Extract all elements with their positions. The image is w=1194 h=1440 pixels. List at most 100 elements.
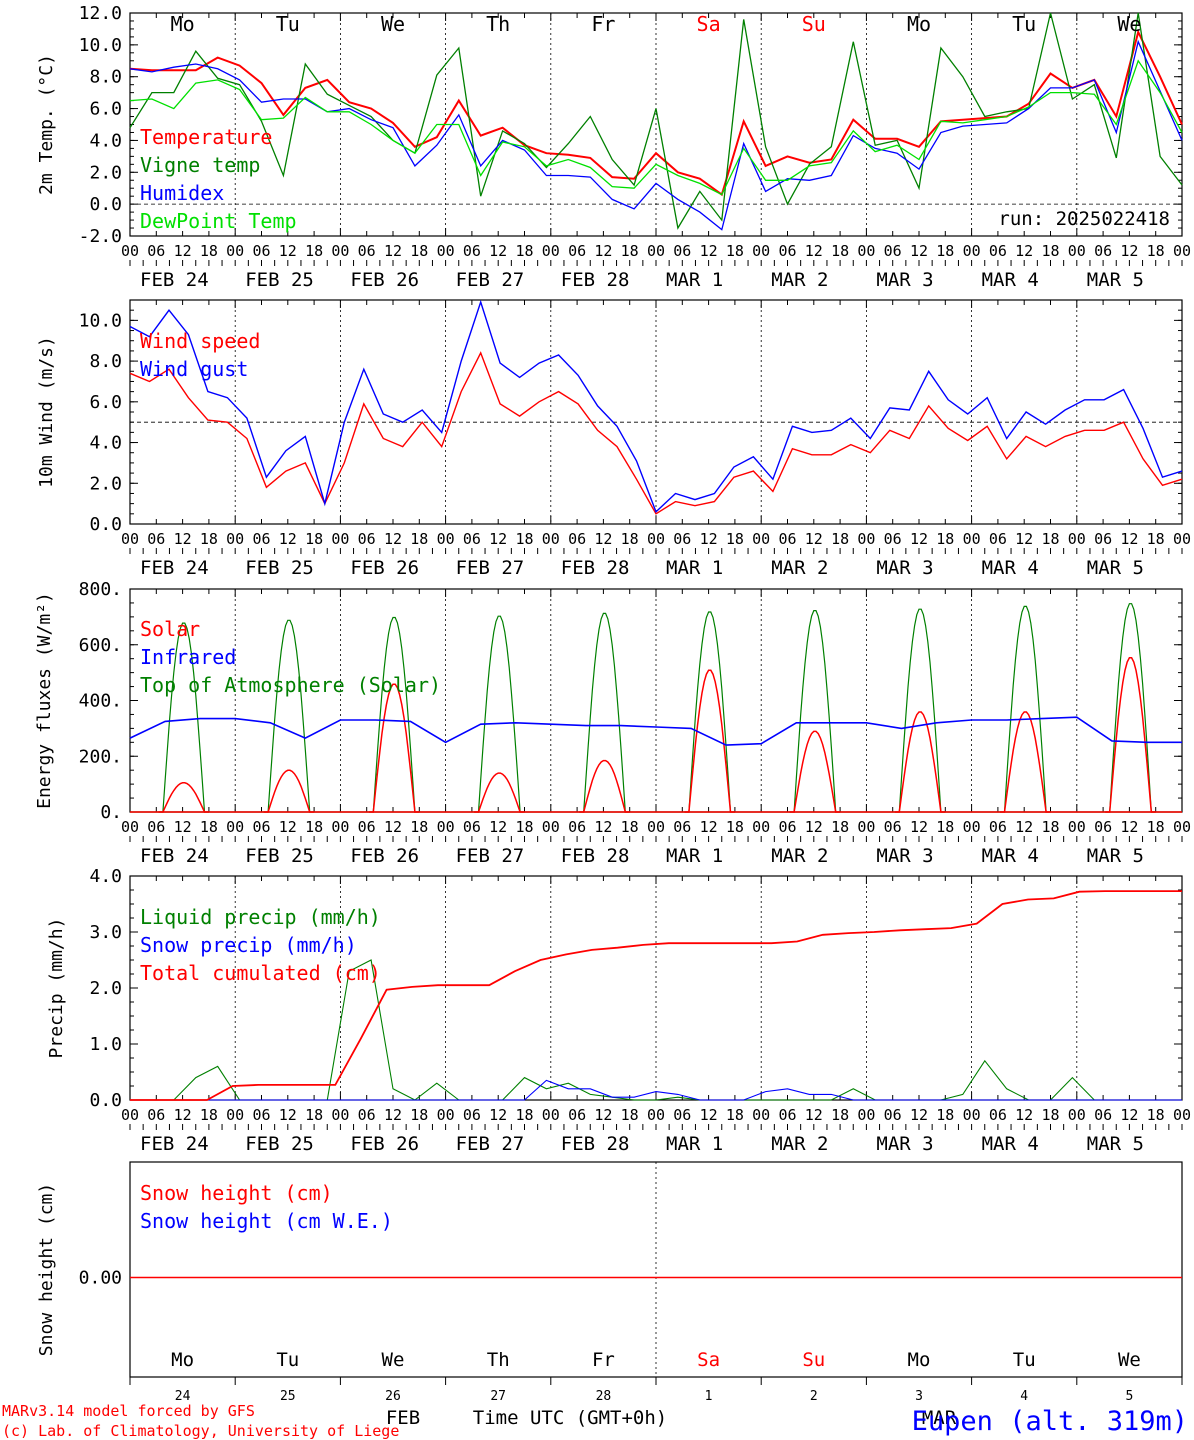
date-label: FEB 28 <box>561 557 630 579</box>
legend-red: Temperature <box>140 125 272 149</box>
series-toa <box>368 616 420 813</box>
x-hour-label: 12 <box>384 1106 402 1124</box>
x-hour-label: 18 <box>410 818 428 836</box>
legend-green: Liquid precip (mm/h) <box>140 905 381 929</box>
series-solar <box>1105 657 1156 813</box>
x-hour-label: 06 <box>568 818 586 836</box>
series-toa <box>474 615 525 813</box>
series-toa <box>579 612 630 813</box>
x-hour-label: 12 <box>805 242 823 260</box>
date-label: FEB 26 <box>350 1133 419 1155</box>
x-hour-label: 06 <box>147 818 165 836</box>
x-hour-label: 18 <box>200 242 218 260</box>
series-solar <box>684 669 735 813</box>
x-hour-label: 00 <box>437 530 455 548</box>
legend-blue: Snow height (cm W.E.) <box>140 1209 393 1233</box>
x-hour-label: 00 <box>857 818 875 836</box>
date-label: MAR 3 <box>876 557 933 579</box>
x-hour-label: 12 <box>489 530 507 548</box>
y-axis-label: 2m Temp. (°C) <box>36 54 57 195</box>
x-hour-label: 00 <box>121 1106 139 1124</box>
x-hour-label: 18 <box>200 530 218 548</box>
x-hour-label: 12 <box>910 1106 928 1124</box>
x-hour-label: 12 <box>805 530 823 548</box>
day-label: Th <box>487 1349 510 1371</box>
x-hour-label: 12 <box>279 818 297 836</box>
date-label: MAR 2 <box>771 269 828 291</box>
legend-green: Vigne temp <box>140 153 260 177</box>
x-hour-label: 06 <box>989 1106 1007 1124</box>
x-hour-label: 00 <box>1173 818 1191 836</box>
x-hour-label: 06 <box>358 242 376 260</box>
date-label: MAR 2 <box>771 845 828 867</box>
month-label-mar: MAR <box>922 1407 957 1429</box>
x-hour-label: 12 <box>700 530 718 548</box>
date-label: MAR 4 <box>982 845 1039 867</box>
x-hour-label: 18 <box>936 818 954 836</box>
series-red <box>129 351 1183 515</box>
date-label: MAR 1 <box>666 845 723 867</box>
x-hour-label: 00 <box>647 242 665 260</box>
day-number: 25 <box>280 1389 296 1404</box>
day-label: Su <box>802 1349 825 1371</box>
y-tick-label: 0.0 <box>89 1090 122 1111</box>
x-hour-label: 18 <box>1147 530 1165 548</box>
x-hour-label: 12 <box>384 530 402 548</box>
x-hour-label: 18 <box>726 1106 744 1124</box>
day-number: 2 <box>810 1389 818 1404</box>
x-hour-label: 00 <box>752 242 770 260</box>
x-hour-label: 06 <box>778 818 796 836</box>
series-toa <box>1105 603 1156 813</box>
day-number: 5 <box>1125 1389 1133 1404</box>
y-tick-label: 0.00 <box>79 1268 122 1289</box>
series-solar <box>158 782 209 813</box>
date-label: FEB 25 <box>245 557 314 579</box>
series-toa <box>263 619 315 813</box>
date-label: MAR 5 <box>1087 269 1144 291</box>
panel-1 <box>129 299 1183 554</box>
day-label: Sa <box>697 12 721 36</box>
series-solar <box>368 683 420 813</box>
y-tick-label: 10.0 <box>79 310 122 331</box>
day-label: Tu <box>276 12 300 36</box>
x-hour-label: 00 <box>963 242 981 260</box>
date-label: FEB 26 <box>350 557 419 579</box>
date-label: FEB 24 <box>140 269 209 291</box>
series-lightgreen <box>129 59 1183 196</box>
day-number: 3 <box>915 1389 923 1404</box>
credit-line-2: (c) Lab. of Climatology, University of L… <box>2 1422 399 1440</box>
date-label: FEB 27 <box>456 845 525 867</box>
date-label: MAR 2 <box>771 1133 828 1155</box>
x-hour-label: 18 <box>515 530 533 548</box>
x-hour-label: 12 <box>700 1106 718 1124</box>
legend-blue: Humidex <box>140 181 224 205</box>
x-hour-label: 18 <box>1147 242 1165 260</box>
x-hour-label: 18 <box>410 530 428 548</box>
x-hour-label: 06 <box>252 242 270 260</box>
x-hour-label: 18 <box>621 1106 639 1124</box>
day-label: Fr <box>591 12 615 36</box>
legend-blue: Wind gust <box>140 357 248 381</box>
x-hour-label: 00 <box>857 242 875 260</box>
x-hour-label: 12 <box>489 1106 507 1124</box>
x-hour-label: 00 <box>857 530 875 548</box>
series-solar <box>789 730 841 813</box>
y-tick-label: 8.0 <box>89 67 122 88</box>
x-hour-label: 06 <box>1094 1106 1112 1124</box>
x-hour-label: 18 <box>1041 818 1059 836</box>
x-hour-label: 06 <box>778 1106 796 1124</box>
date-label: MAR 5 <box>1087 1133 1144 1155</box>
y-tick-label: 12.0 <box>79 3 122 24</box>
x-hour-label: 12 <box>910 242 928 260</box>
x-hour-label: 06 <box>568 242 586 260</box>
legend-green: Top of Atmosphere (Solar) <box>140 673 441 697</box>
x-hour-label: 12 <box>594 1106 612 1124</box>
y-tick-label: 600. <box>79 635 122 656</box>
x-hour-label: 12 <box>174 530 192 548</box>
x-hour-label: 18 <box>515 818 533 836</box>
x-hour-label: 06 <box>673 242 691 260</box>
y-tick-label: 10.0 <box>79 35 122 56</box>
day-label: Tu <box>1012 12 1036 36</box>
y-tick-label: -2.0 <box>79 226 122 247</box>
y-axis-label: Precip (mm/h) <box>46 918 67 1059</box>
